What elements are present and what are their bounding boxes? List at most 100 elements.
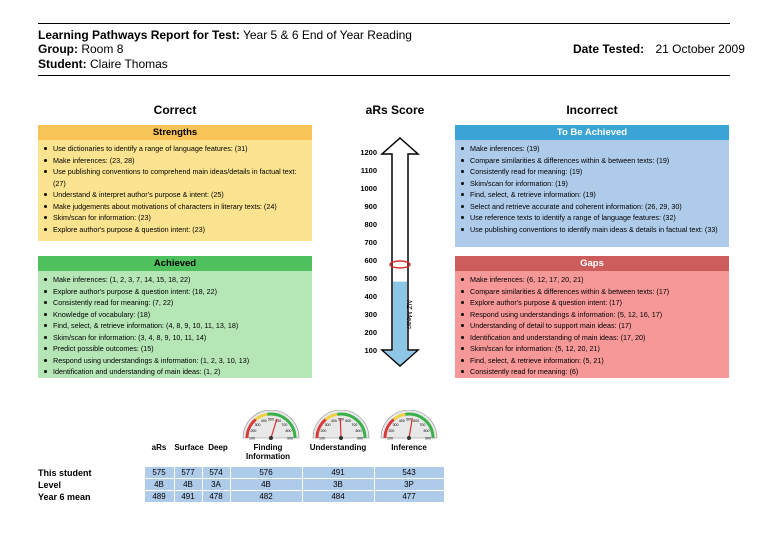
- scale-tick-label: 200: [364, 327, 377, 337]
- nz-mean-label: NZ Mean: [405, 300, 412, 329]
- gauge-band: [267, 412, 297, 439]
- col-surface: Surface: [174, 443, 204, 452]
- gauge-tick-label: 300: [255, 423, 261, 427]
- list-item: Make inferences: (19): [461, 143, 725, 155]
- list-item: Compare similarities & differences withi…: [461, 155, 725, 167]
- scale-tick-label: 500: [364, 273, 377, 283]
- gauge-tick-label: 200: [250, 429, 256, 433]
- to-be-achieved-list: Make inferences: (19) Compare similariti…: [455, 140, 729, 235]
- gauge-tick-label: 900: [287, 437, 293, 441]
- scale-tick-label: 800: [364, 219, 377, 229]
- table-cell: 543: [373, 466, 445, 479]
- date-line: Date Tested: 21 October 2009: [573, 42, 745, 57]
- report-title: Learning Pathways Report for Test: Year …: [38, 28, 412, 43]
- list-item: Make inferences: (23, 28): [44, 155, 308, 167]
- gauge-tick-label: 900: [425, 437, 431, 441]
- gauge-tick-label: 700: [419, 423, 425, 427]
- correct-heading: Correct: [153, 103, 197, 117]
- group-label: Group:: [38, 42, 78, 56]
- strengths-list: Use dictionaries to identify a range of …: [38, 140, 312, 235]
- gauge-tick-label: 100: [319, 437, 325, 441]
- report-title-value: Year 5 & 6 End of Year Reading: [242, 28, 412, 42]
- gauge-tick-label: 200: [320, 429, 326, 433]
- student-line: Student: Claire Thomas: [38, 57, 168, 72]
- list-item: Use dictionaries to identify a range of …: [44, 143, 308, 155]
- achieved-list: Make inferences: (1, 2, 3, 7, 14, 15, 18…: [38, 271, 312, 378]
- group-line: Group: Room 8: [38, 42, 123, 57]
- gauge-tick-label: 400: [261, 419, 267, 423]
- gauge-band: [324, 412, 338, 421]
- date-label: Date Tested:: [573, 42, 645, 56]
- table-cell: 491: [301, 466, 375, 479]
- gauge-needle: [339, 417, 342, 439]
- to-be-achieved-panel: To Be Achieved Make inferences: (19) Com…: [455, 125, 729, 247]
- table-cell: 482: [229, 490, 303, 503]
- report-title-label: Learning Pathways Report for Test:: [38, 28, 240, 42]
- scale-tick-label: 300: [364, 309, 377, 319]
- table-cell: 477: [373, 490, 445, 503]
- list-item: Knowledge of vocabulary: (18): [44, 309, 308, 321]
- list-item: Consistently read for meaning: (7, 22): [44, 297, 308, 309]
- table-cell: 489: [143, 490, 175, 503]
- incorrect-heading: Incorrect: [566, 103, 618, 117]
- list-item: Make inferences: (1, 2, 3, 7, 14, 15, 18…: [44, 274, 308, 286]
- table-cell: 576: [229, 466, 303, 479]
- gauge-tick-label: 700: [281, 423, 287, 427]
- strengths-panel: Strengths Use dictionaries to identify a…: [38, 125, 312, 241]
- gauge-hub: [269, 436, 273, 440]
- table-cell: 4B: [173, 478, 203, 491]
- gaps-panel: Gaps Make inferences: (6, 12, 17, 20, 21…: [455, 256, 729, 378]
- row-label: This student: [38, 467, 92, 478]
- header-rule: [38, 75, 730, 76]
- top-rule: [38, 23, 730, 24]
- scale-arrow-outline: [380, 136, 420, 368]
- list-item: Skim/scan for information: (19): [461, 178, 725, 190]
- gauge-tick-label: 800: [356, 429, 362, 433]
- table-cell: 574: [201, 466, 231, 479]
- score-heading: aRs Score: [365, 103, 425, 117]
- list-item: Find, select, & retrieve information: (4…: [44, 320, 308, 332]
- gauge-band: [383, 418, 395, 439]
- gauge-tick-label: 100: [249, 437, 255, 441]
- scale-tick-label: 700: [364, 237, 377, 247]
- gauge-needle: [408, 418, 413, 439]
- gauge-band: [315, 418, 327, 439]
- list-item: Find, select, & retrieve information: (5…: [461, 355, 725, 367]
- scale-tick-label: 1100: [360, 165, 377, 175]
- gauge-tick-label: 800: [424, 429, 430, 433]
- scale-tick-label: 1000: [360, 183, 377, 193]
- list-item: Respond using understandings & informati…: [44, 355, 308, 367]
- list-item: Consistently read for meaning: (19): [461, 166, 725, 178]
- list-item: Understanding of detail to support main …: [461, 320, 725, 332]
- row-label: Level: [38, 479, 62, 490]
- table-cell: 491: [173, 490, 203, 503]
- list-item: Skim/scan for information: (3, 4, 8, 9, …: [44, 332, 308, 344]
- gauge-tick-label: 400: [399, 419, 405, 423]
- scores-table: This student 575 577 574 576 491 543 Lev…: [38, 466, 445, 503]
- date-value: 21 October 2009: [655, 42, 745, 56]
- table-cell: 3P: [373, 478, 445, 491]
- gauge-tick-label: 100: [387, 437, 393, 441]
- gauge-tick-label: 200: [388, 429, 394, 433]
- scale-tick-label: 600: [364, 255, 377, 265]
- gauge-tick-label: 600: [275, 419, 281, 423]
- row-label: Year 6 mean: [38, 491, 91, 502]
- table-cell: 478: [201, 490, 231, 503]
- list-item: Understand & interpret author's purpose …: [44, 189, 308, 201]
- list-item: Select and retrieve accurate and coheren…: [461, 201, 725, 213]
- gauge-tick-label: 700: [351, 423, 357, 427]
- list-item: Skim/scan for information: (5, 12, 20, 2…: [461, 343, 725, 355]
- gauge-hub: [339, 436, 343, 440]
- list-item: Make judgements about motivations of cha…: [44, 201, 308, 213]
- list-item: Explore author's purpose & question inte…: [44, 224, 308, 236]
- list-item: Consistently read for meaning: (6): [461, 366, 725, 378]
- table-cell: 3A: [201, 478, 231, 491]
- col-inference: Inference: [391, 443, 427, 452]
- col-ars: aRs: [151, 443, 167, 452]
- table-cell: 3B: [301, 478, 375, 491]
- table-row: Level 4B 4B 3A 4B 3B 3P: [38, 478, 445, 491]
- strengths-title: Strengths: [38, 125, 312, 140]
- table-cell: 484: [301, 490, 375, 503]
